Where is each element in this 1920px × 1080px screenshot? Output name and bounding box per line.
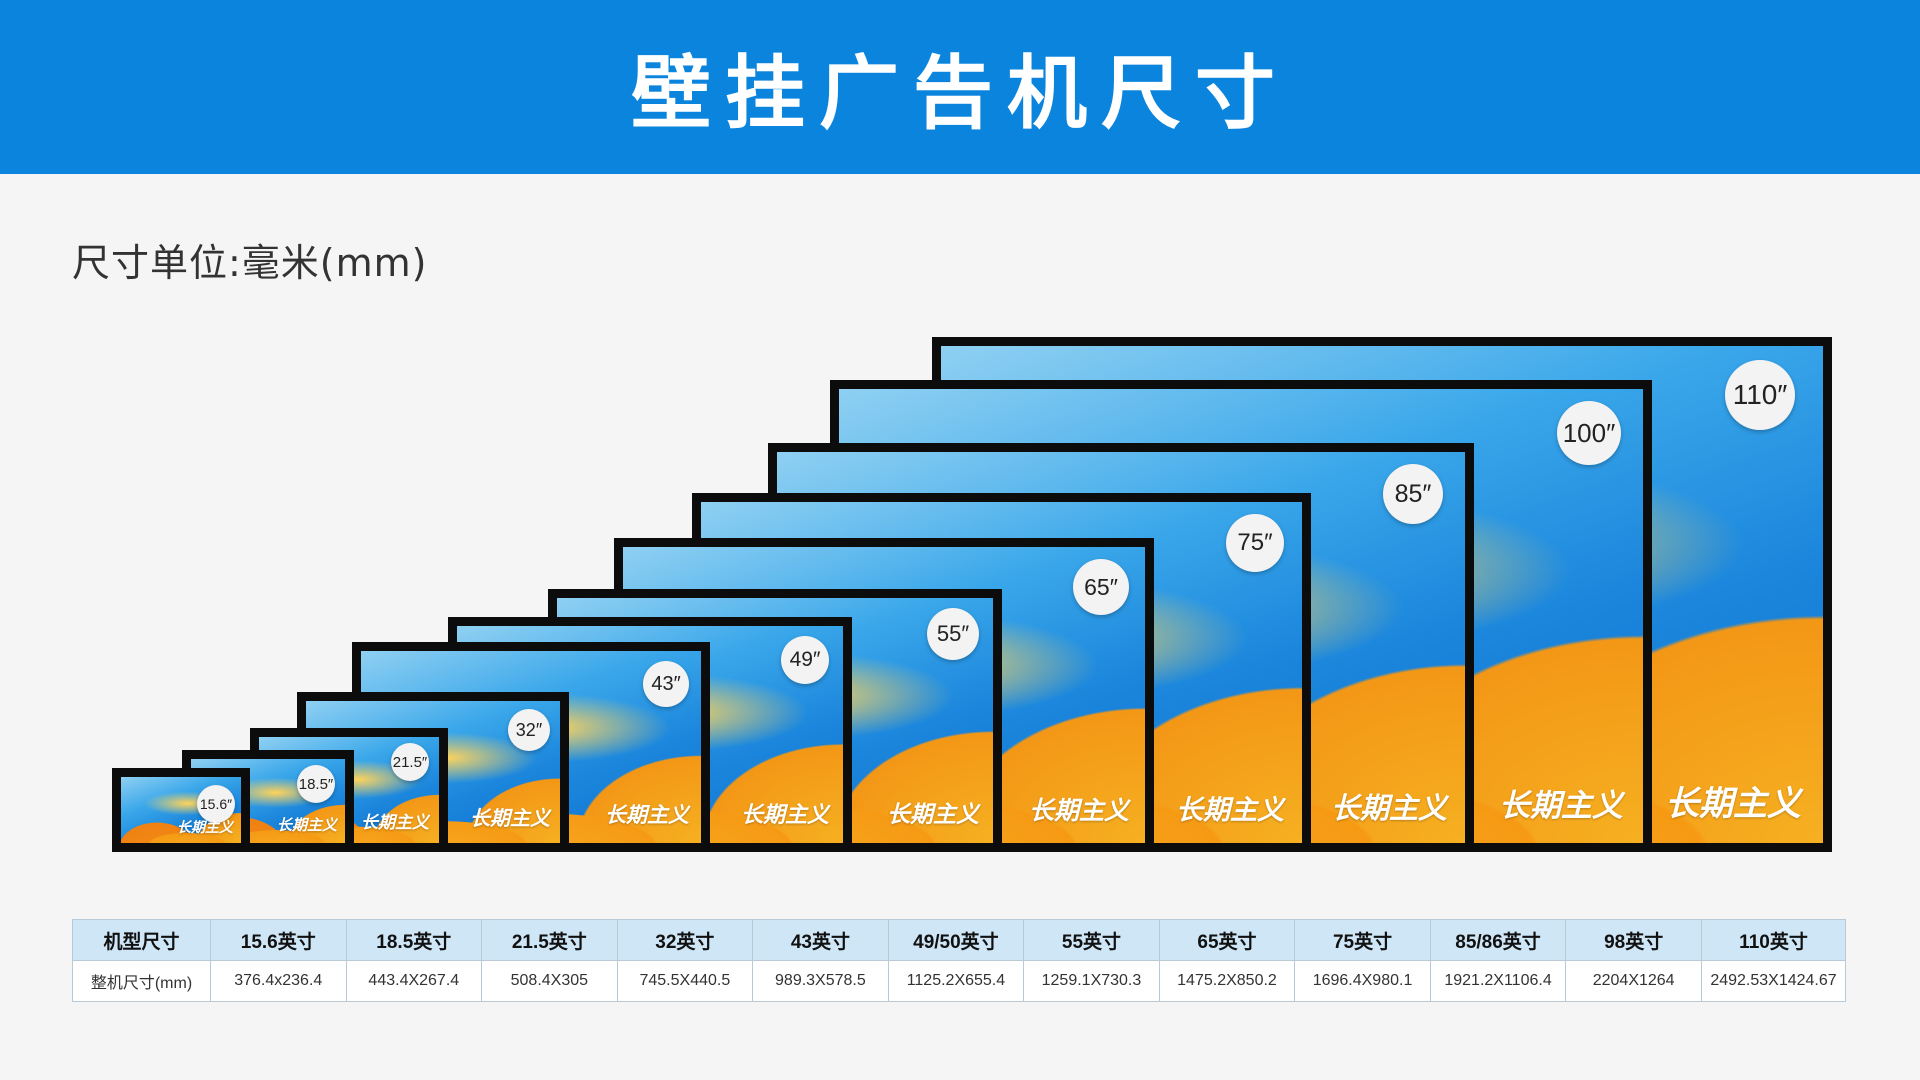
table-cell: 1475.2X850.2 xyxy=(1158,960,1296,1002)
brand-logo: 长期主义 xyxy=(605,802,689,827)
size-badge: 55″ xyxy=(927,608,979,660)
table-cell: 508.4X305 xyxy=(481,960,618,1002)
table-header-row: 机型尺寸 15.6英寸 18.5英寸 21.5英寸 32英寸 43英寸 49/5… xyxy=(72,919,1846,961)
table-header-cell: 49/50英寸 xyxy=(887,919,1025,961)
table-header-cell: 15.6英寸 xyxy=(210,919,347,961)
size-spec-table: 机型尺寸 15.6英寸 18.5英寸 21.5英寸 32英寸 43英寸 49/5… xyxy=(72,919,1846,1002)
table-cell: 1125.2X655.4 xyxy=(887,960,1025,1002)
table-cell: 2204X1264 xyxy=(1565,960,1702,1002)
brand-logo: 长期主义 xyxy=(276,816,337,834)
size-badge: 100″ xyxy=(1557,401,1621,465)
header-banner: 壁挂广告机尺寸 xyxy=(0,0,1920,174)
table-header-cell: 110英寸 xyxy=(1701,919,1846,961)
screen-15-6: 15.6″ 长期主义 xyxy=(112,768,250,852)
page-title: 壁挂广告机尺寸 xyxy=(631,47,1289,140)
table-header-cell: 18.5英寸 xyxy=(345,919,483,961)
table-cell: 989.3X578.5 xyxy=(752,960,889,1002)
size-badge: 65″ xyxy=(1073,559,1129,615)
brand-logo: 长期主义 xyxy=(361,813,429,833)
brand-logo: 长期主义 xyxy=(1499,788,1623,824)
table-cell: 1921.2X1106.4 xyxy=(1429,960,1567,1002)
table-cell: 443.4X267.4 xyxy=(345,960,483,1002)
brand-logo: 长期主义 xyxy=(177,820,233,836)
table-header-cell: 32英寸 xyxy=(616,919,754,961)
table-header-cell: 75英寸 xyxy=(1294,919,1431,961)
size-badge: 18.5″ xyxy=(297,765,335,803)
brand-logo: 长期主义 xyxy=(470,806,550,830)
table-cell: 745.5X440.5 xyxy=(616,960,754,1002)
table-header-cell: 机型尺寸 xyxy=(72,919,211,961)
table-header-cell: 98英寸 xyxy=(1565,919,1702,961)
table-header-cell: 85/86英寸 xyxy=(1429,919,1567,961)
table-cell: 整机尺寸(mm) xyxy=(72,960,211,1002)
table-header-cell: 21.5英寸 xyxy=(481,919,618,961)
size-badge: 15.6″ xyxy=(197,785,235,823)
brand-logo: 长期主义 xyxy=(1665,784,1801,824)
size-badge: 21.5″ xyxy=(391,743,429,781)
table-header-cell: 65英寸 xyxy=(1158,919,1296,961)
unit-label: 尺寸单位:毫米(mm) xyxy=(72,241,428,285)
table-cell: 376.4x236.4 xyxy=(210,960,347,1002)
table-header-cell: 55英寸 xyxy=(1023,919,1160,961)
table-cell: 1259.1X730.3 xyxy=(1023,960,1160,1002)
table-row: 整机尺寸(mm) 376.4x236.4 443.4X267.4 508.4X3… xyxy=(72,960,1846,1002)
table-cell: 2492.53X1424.67 xyxy=(1701,960,1846,1002)
size-badge: 32″ xyxy=(508,709,550,751)
brand-logo: 长期主义 xyxy=(1176,795,1284,826)
size-badge: 49″ xyxy=(781,636,829,684)
size-badge: 85″ xyxy=(1383,464,1443,524)
size-badge: 43″ xyxy=(643,661,689,707)
table-cell: 1696.4X980.1 xyxy=(1294,960,1431,1002)
brand-logo: 长期主义 xyxy=(887,801,979,828)
size-badge: 75″ xyxy=(1226,514,1284,572)
brand-logo: 长期主义 xyxy=(1028,796,1129,825)
brand-logo: 长期主义 xyxy=(1330,791,1447,825)
brand-logo: 长期主义 xyxy=(740,802,829,828)
table-header-cell: 43英寸 xyxy=(752,919,889,961)
size-badge: 110″ xyxy=(1725,360,1795,430)
